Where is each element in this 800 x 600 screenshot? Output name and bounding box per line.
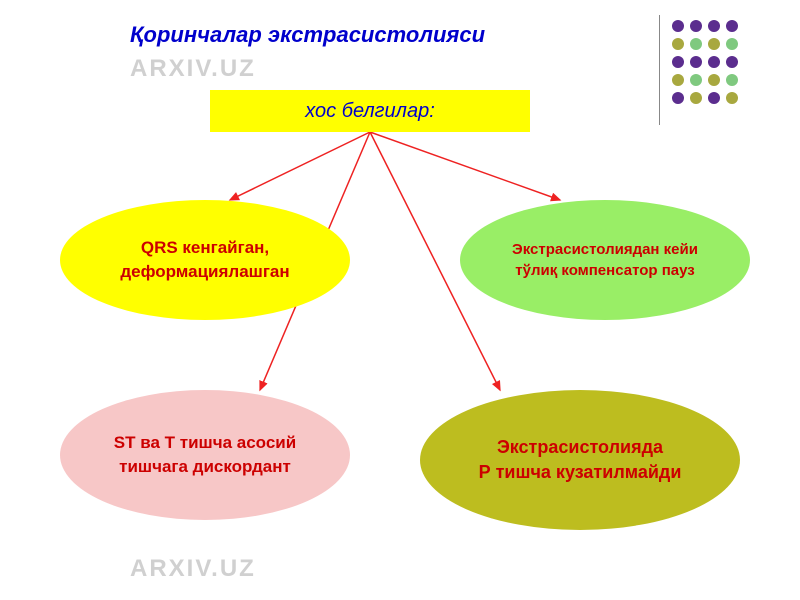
ellipse-line: QRS кенгайган,: [141, 236, 269, 260]
ellipse-st-t: ST ва Т тишча асосий тишчага дискордант: [60, 390, 350, 520]
page-title: Қоринчалар экстрасистолияси: [130, 22, 485, 48]
divider-line: [659, 15, 660, 125]
dot-grid: [672, 20, 740, 106]
ellipse-qrs: QRS кенгайган, деформациялашган: [60, 200, 350, 320]
dot-icon: [726, 20, 738, 32]
dot-icon: [708, 74, 720, 86]
dot-icon: [708, 20, 720, 32]
ellipse-compensator: Экстрасистолиядан кейи тўлиқ компенсатор…: [460, 200, 750, 320]
dot-icon: [690, 92, 702, 104]
ellipse-line: тишчага дискордант: [119, 455, 291, 479]
arrow-line: [230, 132, 370, 200]
ellipse-line: ST ва Т тишча асосий: [114, 431, 296, 455]
title-text: Қоринчалар экстрасистолияси: [130, 22, 485, 47]
dot-icon: [672, 38, 684, 50]
dot-icon: [708, 56, 720, 68]
dot-icon: [690, 74, 702, 86]
dot-icon: [690, 20, 702, 32]
dot-icon: [726, 56, 738, 68]
subtitle-text: хос белгилар:: [305, 100, 435, 123]
dot-icon: [726, 74, 738, 86]
dot-icon: [672, 20, 684, 32]
dot-icon: [672, 74, 684, 86]
dot-icon: [672, 56, 684, 68]
ellipse-line: деформациялашган: [120, 260, 289, 284]
dot-icon: [726, 92, 738, 104]
ellipse-line: Р тишча кузатилмайди: [479, 460, 682, 485]
dot-icon: [690, 56, 702, 68]
ellipse-line: тўлиқ компенсатор пауз: [515, 260, 694, 281]
subtitle-box: хос белгилар:: [210, 90, 530, 132]
dot-icon: [672, 92, 684, 104]
ellipse-p-wave: Экстрасистолияда Р тишча кузатилмайди: [420, 390, 740, 530]
dot-icon: [690, 38, 702, 50]
dot-icon: [726, 38, 738, 50]
ellipse-line: Экстрасистолиядан кейи: [512, 239, 698, 260]
dot-icon: [708, 92, 720, 104]
ellipse-line: Экстрасистолияда: [497, 435, 663, 460]
dot-icon: [708, 38, 720, 50]
